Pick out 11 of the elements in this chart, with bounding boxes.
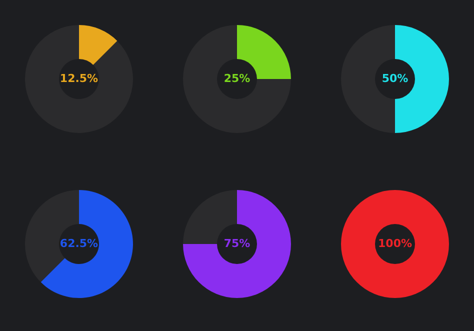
- data-label: 25%: [224, 72, 250, 85]
- data-label: 62.5%: [60, 237, 98, 250]
- donut-slice: [25, 25, 133, 133]
- donut-slice: [40, 190, 133, 298]
- data-label: 12.5%: [60, 72, 98, 85]
- donut-slice: [183, 190, 291, 298]
- data-label: 75%: [224, 237, 250, 250]
- donut-slice: [183, 25, 291, 133]
- data-label: 50%: [382, 72, 408, 85]
- data-label: 100%: [378, 237, 412, 250]
- donut-slice: [79, 25, 118, 65]
